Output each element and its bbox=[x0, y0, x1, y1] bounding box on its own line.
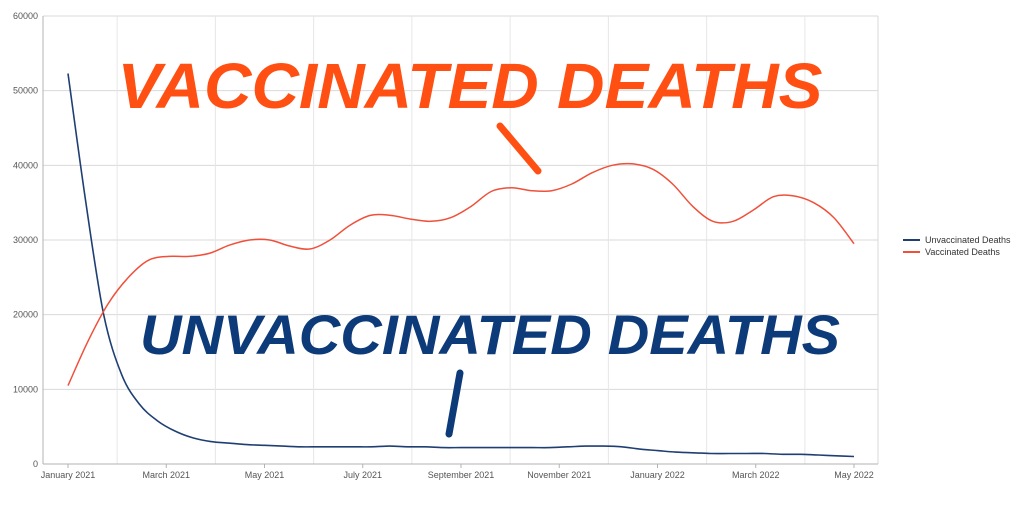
y-tick-label: 0 bbox=[33, 459, 38, 469]
x-tick-label: March 2021 bbox=[142, 470, 190, 480]
x-tick-label: July 2021 bbox=[343, 470, 382, 480]
x-tick-label: January 2021 bbox=[41, 470, 96, 480]
annotation-unvaccinated-pointer bbox=[445, 369, 464, 438]
series-lines bbox=[67, 73, 855, 458]
axes: 0 10000 20000 30000 40000 50000 60000 January 2… bbox=[13, 11, 879, 480]
y-tick-label: 10000 bbox=[13, 384, 38, 394]
x-tick-label: May 2021 bbox=[245, 470, 285, 480]
grid-lines bbox=[43, 15, 878, 465]
annotation-vaccinated-pointer bbox=[496, 122, 542, 175]
y-tick-label: 40000 bbox=[13, 160, 38, 170]
annotation-unvaccinated: UNVACCINATED DEATHS bbox=[140, 303, 840, 438]
y-tick-label: 30000 bbox=[13, 235, 38, 245]
legend: Unvaccinated Deaths Vaccinated Deaths bbox=[903, 235, 1011, 257]
x-tick-label: November 2021 bbox=[527, 470, 591, 480]
legend-label: Vaccinated Deaths bbox=[925, 247, 1000, 257]
annotation-vaccinated: VACCINATED DEATHS bbox=[118, 50, 823, 175]
annotation-unvaccinated-text: UNVACCINATED DEATHS bbox=[140, 303, 840, 366]
y-tick-label: 20000 bbox=[13, 310, 38, 320]
x-tick-label: January 2022 bbox=[630, 470, 685, 480]
series-line-vaccinated bbox=[67, 162, 855, 386]
legend-label: Unvaccinated Deaths bbox=[925, 235, 1011, 245]
series-line-unvaccinated bbox=[67, 73, 855, 458]
x-tick-label: March 2022 bbox=[732, 470, 780, 480]
y-tick-label: 60000 bbox=[13, 11, 38, 21]
annotation-vaccinated-text: VACCINATED DEATHS bbox=[118, 50, 823, 122]
x-tick-label: May 2022 bbox=[834, 470, 874, 480]
x-tick-label: September 2021 bbox=[428, 470, 495, 480]
y-tick-label: 50000 bbox=[13, 86, 38, 96]
